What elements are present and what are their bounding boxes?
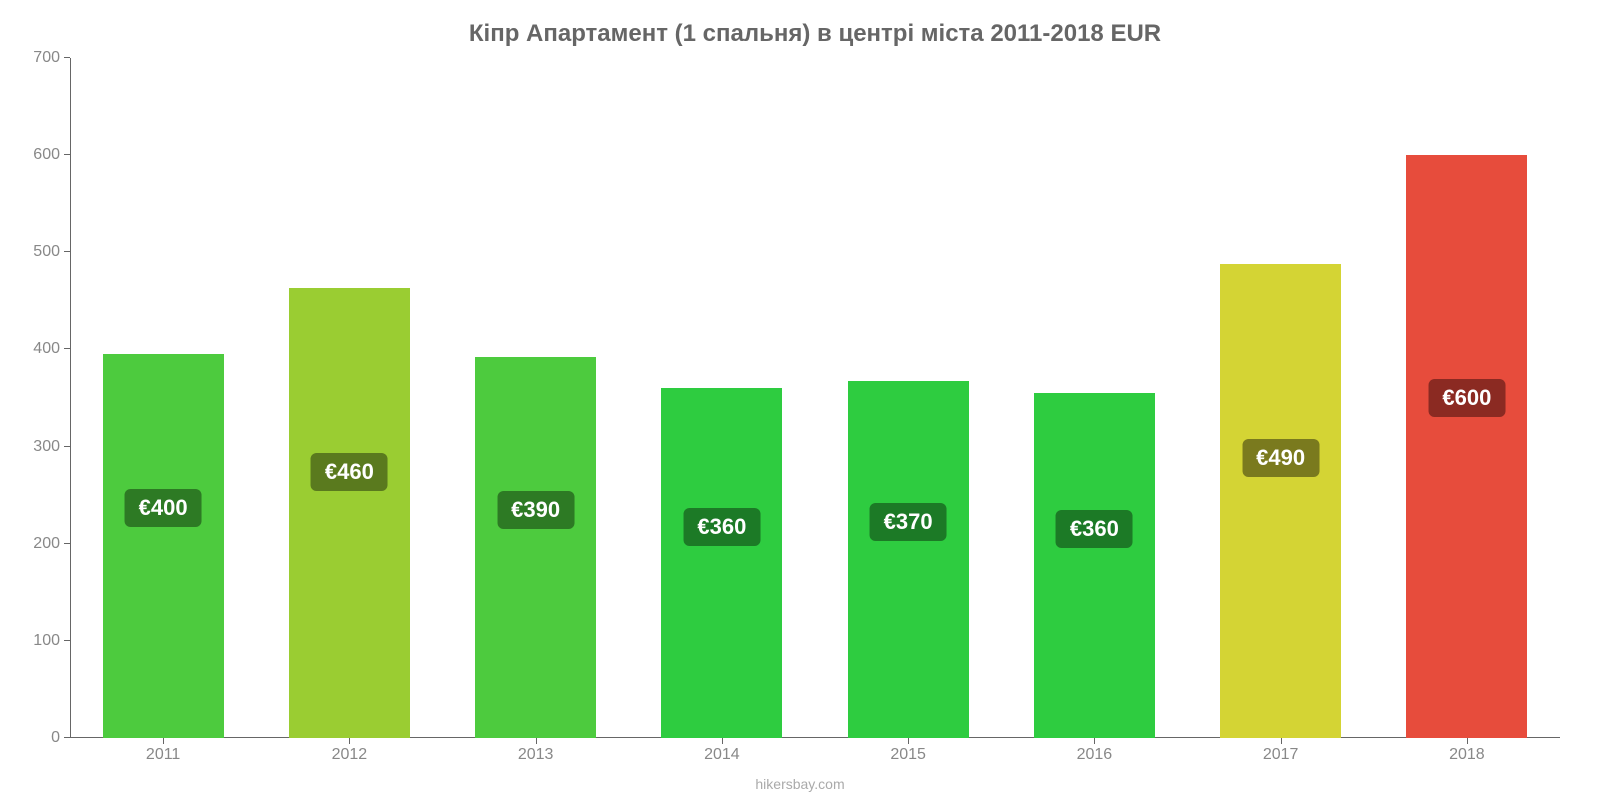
y-tick-label: 300 <box>33 438 60 456</box>
bar-value-label: €400 <box>125 489 202 527</box>
y-tick-label: 500 <box>33 243 60 261</box>
bars-container: €400 €460 €390 €360 €370 €360 €490 €600 <box>70 58 1560 738</box>
bar: €490 <box>1220 264 1341 738</box>
bar-value-label: €490 <box>1242 439 1319 477</box>
y-tick-mark <box>64 543 70 544</box>
bar-value-label: €370 <box>870 503 947 541</box>
y-tick-mark <box>64 446 70 447</box>
x-tick-label: 2013 <box>518 746 554 764</box>
x-tick-mark <box>1094 738 1095 744</box>
y-tick-mark <box>64 737 70 738</box>
y-tick-label: 600 <box>33 146 60 164</box>
y-tick-mark <box>64 251 70 252</box>
chart-title: Кіпр Апартамент (1 спальня) в центрі міс… <box>70 20 1560 48</box>
x-tick-mark <box>908 738 909 744</box>
x-tick-mark <box>536 738 537 744</box>
bar: €400 <box>103 354 224 738</box>
y-tick-mark <box>64 57 70 58</box>
bar: €600 <box>1406 155 1527 738</box>
y-tick-label: 100 <box>33 632 60 650</box>
x-tick-label: 2014 <box>704 746 740 764</box>
plot-area: 0100200300400500600700 20112012201320142… <box>70 58 1560 738</box>
bar: €360 <box>1034 393 1155 738</box>
bar: €370 <box>848 381 969 738</box>
x-tick-label: 2016 <box>1077 746 1113 764</box>
x-tick-mark <box>349 738 350 744</box>
chart-container: Кіпр Апартамент (1 спальня) в центрі міс… <box>0 0 1600 800</box>
y-tick-mark <box>64 640 70 641</box>
y-tick-label: 200 <box>33 535 60 553</box>
bar: €360 <box>661 388 782 738</box>
bar-value-label: €460 <box>311 453 388 491</box>
y-tick-label: 400 <box>33 340 60 358</box>
x-tick-label: 2011 <box>146 746 180 764</box>
x-tick-label: 2015 <box>890 746 926 764</box>
x-tick-label: 2012 <box>332 746 368 764</box>
y-tick-label: 0 <box>51 729 60 747</box>
x-tick-mark <box>722 738 723 744</box>
x-axis: 2011 2012 2013 2014 2015 2016 2017 2018 <box>70 738 1560 768</box>
bar-value-label: €360 <box>1056 510 1133 548</box>
x-tick-mark <box>1467 738 1468 744</box>
bar-value-label: €390 <box>497 491 574 529</box>
attribution: hikersbay.com <box>755 776 844 792</box>
y-tick-label: 700 <box>33 49 60 67</box>
bar: €390 <box>475 357 596 738</box>
y-tick-mark <box>64 348 70 349</box>
x-tick-mark <box>1281 738 1282 744</box>
bar-value-label: €600 <box>1428 379 1505 417</box>
bar: €460 <box>289 288 410 738</box>
bar-value-label: €360 <box>683 508 760 546</box>
y-axis: 0100200300400500600700 <box>20 58 70 738</box>
x-tick-mark <box>163 738 164 744</box>
x-tick-label: 2018 <box>1449 746 1485 764</box>
x-tick-label: 2017 <box>1263 746 1299 764</box>
y-tick-mark <box>64 154 70 155</box>
